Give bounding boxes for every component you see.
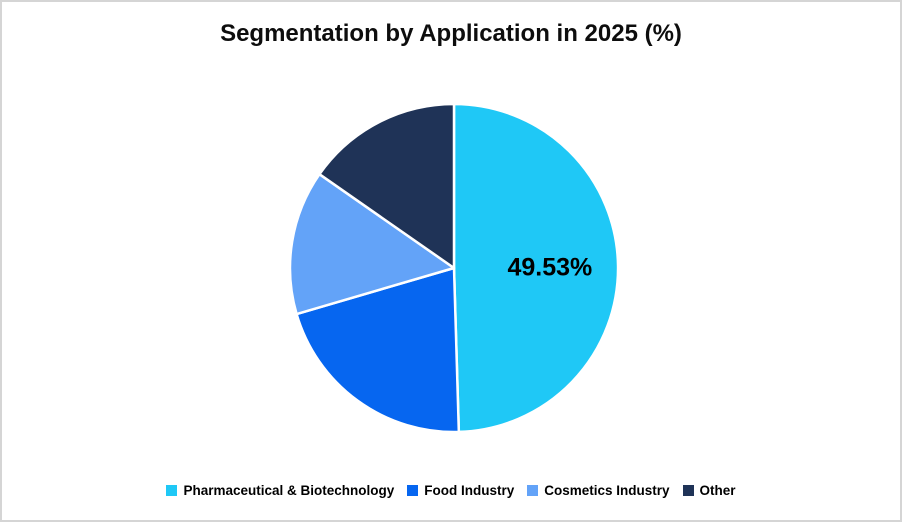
legend-swatch-other [682,485,694,496]
legend-swatch-pharmaceutical-biotechnology [166,485,178,496]
legend-swatch-cosmetics-industry [527,485,539,496]
legend-label-other: Other [699,483,736,498]
legend-swatch-food-industry [407,485,419,496]
legend-label-food-industry: Food Industry [424,483,515,498]
legend-item-pharmaceutical-biotechnology: Pharmaceutical & Biotechnology [166,483,394,498]
pie-data-label: 49.53% [508,254,593,282]
chart-title: Segmentation by Application in 2025 (%) [220,20,682,47]
pie-slice-cosmetics-industry [288,172,456,316]
legend-label-pharmaceutical-biotechnology: Pharmaceutical & Biotechnology [183,483,395,498]
pie-chart: 49.53% [288,102,620,434]
pie-slice-other [318,102,456,270]
legend-item-other: Other [682,483,736,498]
legend-item-cosmetics-industry: Cosmetics Industry [527,483,670,498]
pie-slice-food-industry [295,266,461,434]
legend: Pharmaceutical & Biotechnology Food Indu… [2,483,900,498]
legend-label-cosmetics-industry: Cosmetics Industry [544,483,670,498]
pie-slice-pharmaceutical-biotechnology [452,102,620,434]
legend-item-food-industry: Food Industry [407,483,514,498]
